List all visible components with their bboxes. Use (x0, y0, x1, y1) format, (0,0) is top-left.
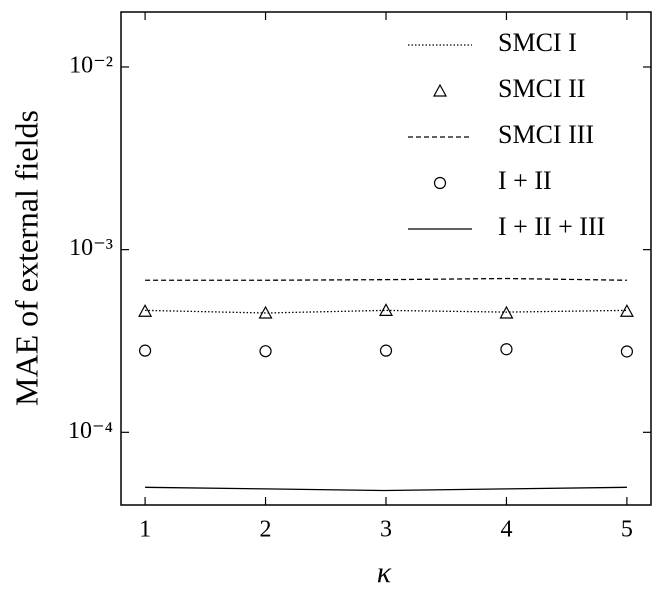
x-tick-label: 3 (380, 517, 392, 543)
y-tick-label: 10⁻² (69, 52, 113, 78)
marker (499, 305, 514, 319)
legend-label: SMCI I (498, 28, 577, 57)
x-tick-label: 1 (139, 517, 151, 543)
marker (433, 176, 447, 190)
marker (258, 305, 273, 319)
x-tick-label: 5 (621, 517, 633, 543)
marker (500, 343, 513, 356)
x-tick-label: 4 (500, 517, 512, 543)
marker (378, 303, 394, 316)
x-tick-label: 2 (260, 517, 272, 543)
marker (432, 83, 448, 97)
series-line (145, 277, 627, 281)
marker (620, 345, 634, 358)
marker (619, 303, 634, 317)
series-line (145, 309, 627, 314)
y-tick-label: 10⁻³ (69, 235, 113, 261)
legend-label: I + II + III (498, 212, 605, 241)
marker (138, 303, 153, 317)
y-tick-label: 10⁻⁴ (68, 418, 113, 444)
series-line (145, 486, 627, 492)
marker (379, 344, 393, 357)
y-axis-label: MAE of external fields (8, 110, 44, 406)
marker (138, 344, 152, 357)
legend-label: I + II (498, 166, 552, 195)
legend-label: SMCI III (498, 120, 594, 149)
legend-label: SMCI II (498, 74, 585, 103)
marker (259, 345, 272, 358)
x-axis-label: κ (377, 556, 392, 589)
